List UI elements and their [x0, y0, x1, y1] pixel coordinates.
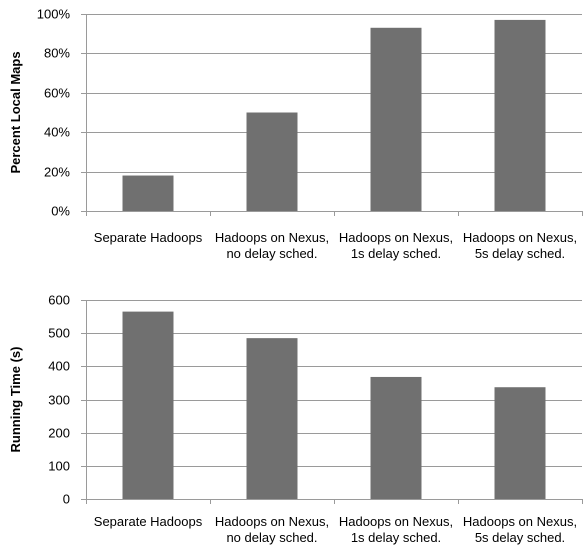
x-tick-label: Hadoops on Nexus, no delay sched.	[215, 514, 329, 545]
bar	[495, 387, 546, 499]
y-tick-label: 200	[48, 426, 70, 441]
x-tick-label-line: 5s delay sched.	[475, 530, 565, 545]
x-tick-label: Hadoops on Nexus, 1s delay sched.	[339, 514, 453, 545]
x-tick-label-line: no delay sched.	[226, 246, 317, 261]
bar	[495, 20, 546, 211]
y-tick-label: 20%	[44, 165, 70, 180]
bar	[371, 28, 422, 211]
bar	[247, 113, 298, 212]
x-tick-label-line: 1s delay sched.	[351, 246, 441, 261]
x-tick-label-line: 5s delay sched.	[475, 246, 565, 261]
bar	[123, 176, 174, 211]
x-tick-label: Separate Hadoops	[94, 514, 203, 529]
percent-local-maps-chart: 0% 20% 40% 60% 80% 100% Separate Hadoops Hadoop…	[8, 7, 583, 262]
x-tick-label-line: Hadoops on Nexus,	[215, 230, 329, 245]
y-axis-title: Percent Local Maps	[8, 51, 23, 173]
x-tick-label-line: 1s delay sched.	[351, 530, 441, 545]
y-tick-label: 80%	[44, 46, 70, 61]
x-tick-label-line: no delay sched.	[226, 530, 317, 545]
y-tick-label: 0%	[51, 204, 70, 219]
y-tick-label: 300	[48, 393, 70, 408]
y-tick-label: 600	[48, 293, 70, 308]
x-tick-label: Hadoops on Nexus, 1s delay sched.	[339, 230, 453, 261]
y-tick-label: 100%	[37, 7, 71, 22]
x-tick-label-line: Hadoops on Nexus,	[463, 230, 577, 245]
y-tick-label: 60%	[44, 86, 70, 101]
y-tick-label: 40%	[44, 125, 70, 140]
running-time-chart: 0 100 200 300 400 500 600 Separate Hadoops Hadoo…	[8, 293, 583, 546]
x-tick-label-line: Separate Hadoops	[94, 514, 203, 529]
x-tick-label: Hadoops on Nexus, no delay sched.	[215, 230, 329, 261]
y-tick-label: 100	[48, 459, 70, 474]
x-tick-label-line: Hadoops on Nexus,	[339, 230, 453, 245]
y-axis-title: Running Time (s)	[8, 347, 23, 453]
y-tick-label: 400	[48, 359, 70, 374]
x-tick-label-line: Hadoops on Nexus,	[215, 514, 329, 529]
x-tick-label: Separate Hadoops	[94, 230, 203, 245]
y-tick-label: 500	[48, 326, 70, 341]
x-tick-label-line: Hadoops on Nexus,	[339, 514, 453, 529]
x-tick-label-line: Hadoops on Nexus,	[463, 514, 577, 529]
bar	[371, 377, 422, 499]
x-tick-label: Hadoops on Nexus, 5s delay sched.	[463, 230, 577, 261]
bar	[247, 338, 298, 499]
y-tick-label: 0	[63, 492, 70, 507]
x-tick-label: Hadoops on Nexus, 5s delay sched.	[463, 514, 577, 545]
bar	[123, 312, 174, 499]
x-tick-label-line: Separate Hadoops	[94, 230, 203, 245]
